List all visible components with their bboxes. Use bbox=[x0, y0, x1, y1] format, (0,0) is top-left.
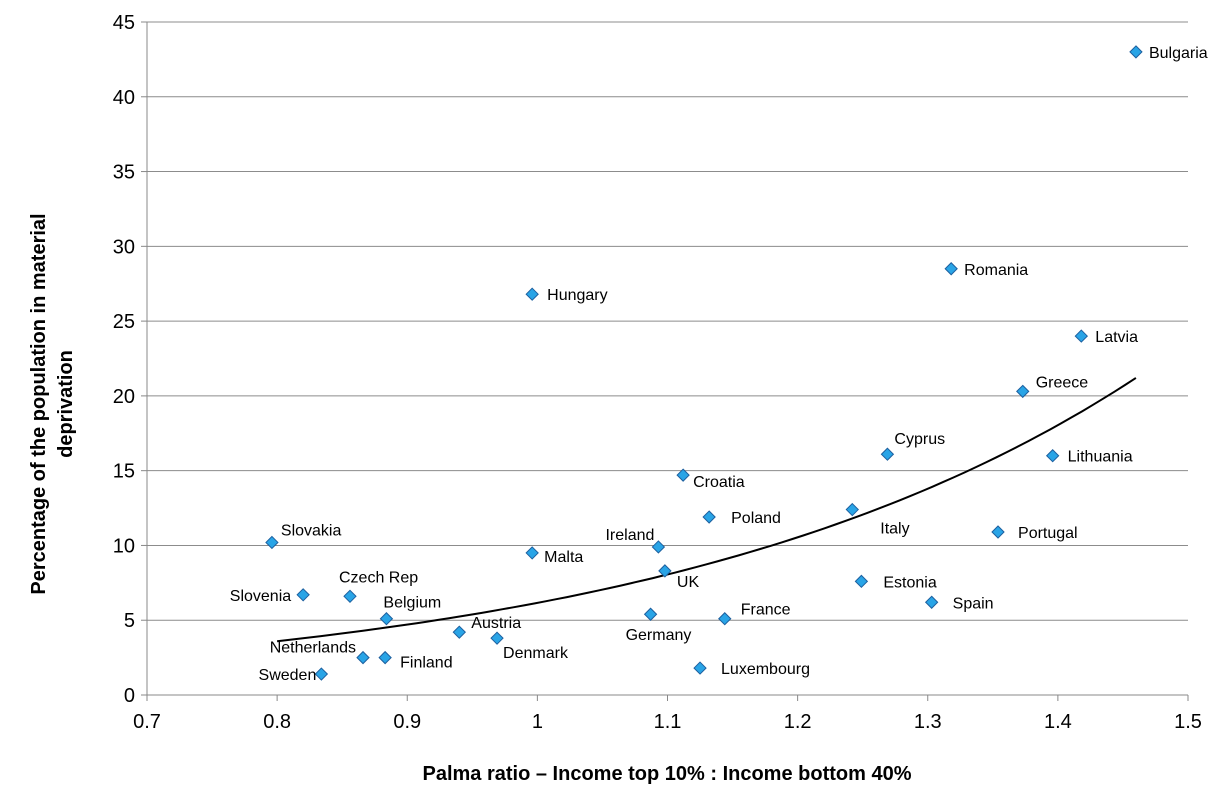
point-label: Slovakia bbox=[281, 522, 342, 539]
y-tick-label: 10 bbox=[113, 535, 135, 557]
data-point-belgium bbox=[379, 612, 394, 626]
y-tick-label: 5 bbox=[124, 610, 135, 632]
y-tick-label: 0 bbox=[124, 685, 135, 707]
data-point-malta bbox=[525, 546, 539, 560]
data-point-czech-rep bbox=[343, 589, 357, 604]
point-label: Italy bbox=[880, 521, 909, 538]
trendline-group bbox=[276, 377, 1137, 643]
x-tick-label: 1.2 bbox=[784, 711, 812, 733]
point-label: Poland bbox=[731, 510, 781, 527]
data-point-uk bbox=[658, 564, 672, 578]
x-tick-label: 0.7 bbox=[133, 711, 161, 733]
data-point-slovakia bbox=[265, 535, 279, 550]
data-point-lithuania bbox=[1045, 449, 1060, 463]
y-tick-label: 30 bbox=[113, 236, 135, 258]
data-point-finland bbox=[378, 650, 392, 665]
point-labels: Bulgaria Romania Hungary Latvia Greece Cyprus… bbox=[230, 45, 1208, 684]
point-label: Luxembourg bbox=[721, 661, 810, 678]
y-tick-label: 20 bbox=[113, 386, 135, 408]
data-point-netherlands bbox=[356, 650, 370, 665]
point-label: Estonia bbox=[883, 574, 936, 591]
point-label: Greece bbox=[1036, 374, 1089, 391]
data-point-estonia bbox=[854, 574, 869, 589]
point-label: Sweden bbox=[259, 667, 317, 684]
data-point-poland bbox=[702, 510, 716, 524]
point-label: Lithuania bbox=[1068, 449, 1133, 466]
y-tick-label: 40 bbox=[113, 87, 135, 109]
data-point-slovenia bbox=[296, 588, 310, 602]
point-label: Malta bbox=[544, 549, 583, 566]
point-label: Romania bbox=[964, 262, 1028, 279]
y-tick-label: 25 bbox=[113, 311, 135, 333]
point-label: UK bbox=[677, 574, 700, 591]
y-tick-labels: 0 5 10 15 20 25 30 35 40 45 bbox=[113, 12, 135, 707]
data-point-croatia bbox=[676, 468, 690, 482]
point-label: Netherlands bbox=[270, 640, 356, 657]
point-label: France bbox=[741, 602, 791, 619]
data-point-latvia bbox=[1074, 329, 1089, 343]
point-label: Belgium bbox=[383, 595, 441, 612]
data-point-italy bbox=[845, 502, 859, 517]
y-tick-label: 15 bbox=[113, 461, 135, 483]
x-tick-labels: 0.7 0.8 0.9 1 1.1 1.2 1.3 1.4 1.5 bbox=[133, 695, 1202, 733]
data-point-portugal bbox=[991, 525, 1005, 539]
point-label: Finland bbox=[400, 655, 452, 672]
data-point-hungary bbox=[525, 287, 539, 301]
point-label: Croatia bbox=[693, 474, 745, 491]
y-tick-label: 35 bbox=[113, 162, 135, 184]
point-label: Austria bbox=[471, 615, 521, 632]
x-tick-label: 1.3 bbox=[914, 711, 942, 733]
point-label: Czech Rep bbox=[339, 569, 418, 586]
data-point-greece bbox=[1016, 384, 1030, 399]
data-point-cyprus bbox=[880, 447, 895, 461]
point-label: Portugal bbox=[1018, 525, 1078, 542]
point-label: Hungary bbox=[547, 287, 607, 304]
x-tick-label: 1.5 bbox=[1174, 711, 1202, 733]
data-point-germany bbox=[643, 607, 658, 621]
point-label: Cyprus bbox=[894, 431, 945, 448]
x-tick-label: 1.4 bbox=[1044, 711, 1072, 733]
gridlines bbox=[141, 21, 1188, 696]
data-points bbox=[265, 45, 1143, 681]
point-label: Germany bbox=[626, 627, 692, 644]
trendline bbox=[276, 377, 1137, 643]
data-point-denmark bbox=[490, 631, 504, 645]
x-axis-title: Palma ratio – Income top 10% : Income bo… bbox=[422, 763, 911, 785]
data-point-bulgaria bbox=[1129, 45, 1143, 59]
x-tick-label: 0.9 bbox=[393, 711, 421, 733]
point-label: Slovenia bbox=[230, 588, 291, 605]
x-tick-label: 0.8 bbox=[263, 711, 291, 733]
data-point-ireland bbox=[651, 540, 666, 554]
x-tick-label: 1 bbox=[532, 711, 543, 733]
data-point-luxembourg bbox=[693, 661, 707, 675]
point-label: Latvia bbox=[1095, 329, 1138, 346]
data-point-romania bbox=[944, 262, 958, 276]
data-point-sweden bbox=[314, 667, 329, 681]
point-label: Spain bbox=[953, 595, 994, 612]
point-label: Bulgaria bbox=[1149, 45, 1208, 62]
y-tick-label: 45 bbox=[113, 12, 135, 34]
y-axis-title-line2: deprivation bbox=[55, 350, 77, 458]
y-axis-title-line1: Percentage of the population in material bbox=[28, 213, 50, 594]
x-tick-label: 1.1 bbox=[654, 711, 682, 733]
point-label: Ireland bbox=[605, 527, 654, 544]
data-point-austria bbox=[452, 625, 467, 639]
data-point-france bbox=[718, 612, 732, 626]
point-label: Denmark bbox=[503, 645, 569, 662]
data-point-spain bbox=[924, 595, 939, 609]
